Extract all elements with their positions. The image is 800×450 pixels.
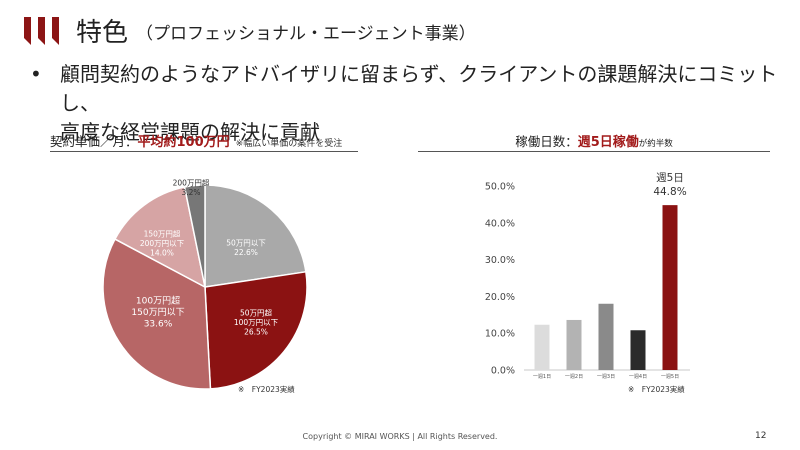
- bar-footnote: ※ FY2023実績: [628, 385, 685, 394]
- pie-slice: [102, 238, 212, 390]
- bar: [534, 324, 550, 370]
- y-tick-label: 30.0%: [485, 255, 515, 266]
- pie-footnote: ※ FY2023実績: [238, 385, 295, 394]
- bullet-line-1: 顧問契約のようなアドバイザリに留まらず、クライアントの課題解決にコミットし、: [60, 62, 778, 115]
- bullet-marker: •: [30, 62, 42, 86]
- page-title: 特色 （プロフェッショナル・エージェント事業）: [76, 12, 476, 49]
- x-tick-label: 一週2日: [565, 373, 583, 380]
- pie-slice: [204, 270, 308, 390]
- bullet-text: 顧問契約のようなアドバイザリに留まらず、クライアントの課題解決にコミットし、 高…: [60, 60, 790, 147]
- bar-chart-heading: 稼働日数：週5日稼働が約半数: [418, 131, 770, 150]
- bar: [630, 330, 646, 370]
- bar: [566, 319, 582, 370]
- page-number: 12: [755, 431, 767, 441]
- y-tick-label: 0.0%: [491, 366, 515, 377]
- bar-annotation-label: 週5日: [656, 172, 684, 184]
- y-tick-label: 50.0%: [485, 182, 515, 193]
- pie-slice-percent: 3.2%: [181, 188, 200, 197]
- pie-slice-percent: 14.0%: [150, 249, 174, 258]
- pie-slice: [204, 184, 307, 288]
- bar: [662, 205, 678, 370]
- x-tick-label: 一週3日: [597, 373, 615, 380]
- pie-slice-percent: 26.5%: [244, 328, 268, 337]
- copyright-footer: Copyright © MIRAI WORKS | All Rights Res…: [302, 432, 498, 441]
- pie-slice-label: 150万円超: [144, 230, 181, 239]
- bar-heading-prefix: 稼働日数：: [515, 134, 578, 149]
- pie-slice-label: 100万円超: [136, 295, 180, 307]
- bar-heading-suffix: が約半数: [638, 139, 673, 149]
- pie-slice-label: 100万円以下: [234, 318, 279, 327]
- brand-logo: [24, 17, 59, 45]
- bar-annotation-value: 44.8%: [653, 186, 686, 198]
- bar: [598, 303, 614, 370]
- pie-chart-heading: 契約単価／月：平均約100万円 ※幅広い単価の案件を受注: [50, 131, 358, 150]
- bar-heading-highlight: 週5日稼働: [577, 135, 639, 150]
- pie-slice-percent: 22.6%: [234, 248, 258, 257]
- pie-slice: [113, 186, 207, 289]
- bullet-line-2: 高度な経営課題の解決に貢献: [60, 120, 320, 144]
- x-tick-label: 一週4日: [629, 373, 647, 380]
- bar-heading-underline: [418, 151, 770, 152]
- y-tick-label: 10.0%: [485, 329, 515, 340]
- pie-heading-prefix: 契約単価／月：: [50, 134, 138, 149]
- pie-slice-percent: 33.6%: [144, 320, 173, 330]
- pie-heading-note: ※幅広い単価の案件を受注: [235, 139, 343, 149]
- pie-slice: [183, 184, 206, 288]
- pie-slice-label: 50万円超: [240, 309, 273, 318]
- pie-slice-label: 200万円以下: [140, 239, 185, 248]
- pie-slice-label: 50万円以下: [226, 238, 266, 247]
- pie-heading-underline: [50, 151, 358, 152]
- y-tick-label: 20.0%: [485, 292, 515, 303]
- title-main: 特色: [76, 18, 129, 48]
- pie-slice-label: 200万円超: [173, 178, 210, 187]
- title-subtitle: （プロフェッショナル・エージェント事業）: [136, 24, 476, 44]
- y-tick-label: 40.0%: [485, 218, 515, 229]
- x-tick-label: 一週5日: [661, 373, 679, 380]
- pie-heading-highlight: 平均約100万円: [137, 135, 230, 150]
- x-tick-label: 一週1日: [533, 373, 551, 380]
- pie-slice-label: 150万円以下: [131, 307, 184, 318]
